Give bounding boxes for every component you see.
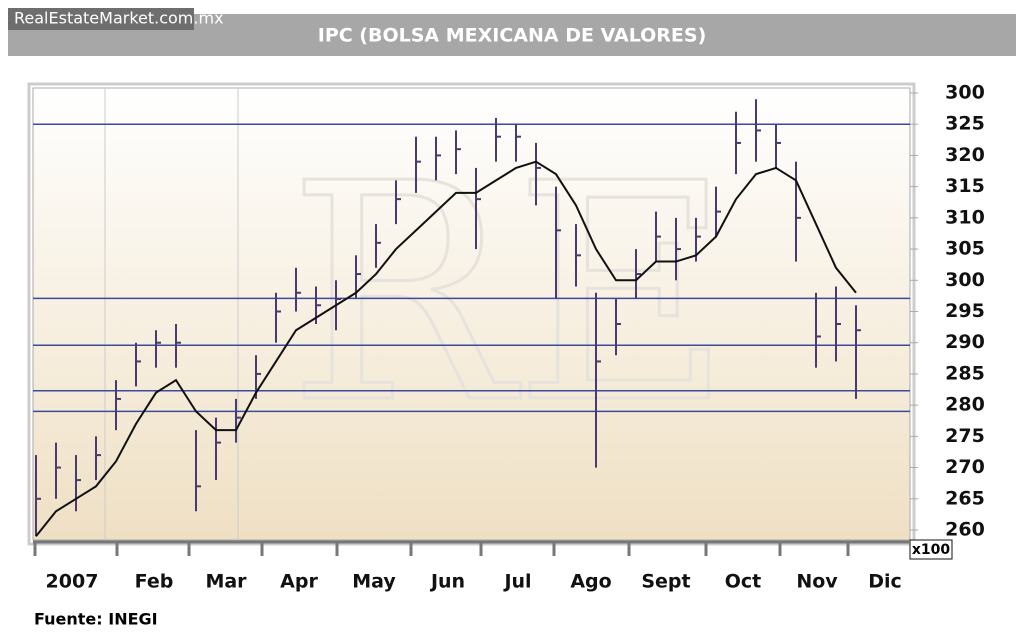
x-tick-label: Apr (280, 571, 318, 593)
x-tick-label: Ago (570, 571, 611, 593)
x-tick-label: Dic (868, 571, 902, 593)
x-tick-label: Jul (502, 571, 531, 593)
plot-area (32, 87, 911, 541)
y-tick-label: 295 (945, 300, 985, 322)
moving-average (35, 160, 857, 537)
x-tick-label: Oct (725, 571, 762, 593)
x-tick-label: May (352, 571, 396, 593)
x-tick-label: Mar (205, 571, 247, 593)
x-tick-label: Feb (135, 571, 174, 593)
plot-frame (27, 82, 916, 546)
y-tick-label: 315 (945, 175, 985, 197)
unit-box (909, 539, 953, 560)
chart-title: IPC (BOLSA MEXICANA DE VALORES) (318, 25, 707, 47)
x-tick-label: Nov (796, 571, 838, 593)
x-tick-label: Sept (641, 571, 690, 593)
y-tick-label: 325 (945, 113, 985, 135)
y-tick-label: 275 (945, 425, 985, 447)
y-tick-label: 310 (945, 206, 985, 228)
y-tick-label: 300 (945, 81, 985, 103)
y-tick-label: 280 (945, 394, 985, 416)
source: Fuente: INEGI (34, 610, 158, 629)
y-tick-label: 265 (945, 487, 985, 509)
y-tick-label: 300 (945, 269, 985, 291)
y-tick-label: 285 (945, 362, 985, 384)
y-tick-label: 305 (945, 238, 985, 260)
unit-label: x100 (912, 542, 951, 558)
logo: RealEstateMarket.com.mx (14, 9, 224, 28)
logo-bg (8, 8, 194, 30)
x-tick-label: 2007 (46, 571, 99, 593)
y-tick-label: 320 (945, 144, 985, 166)
y-tick-label: 260 (945, 519, 985, 541)
y-tick-label: 290 (945, 331, 985, 353)
y-tick-label: 270 (945, 456, 985, 478)
x-tick-label: Jun (429, 571, 465, 593)
